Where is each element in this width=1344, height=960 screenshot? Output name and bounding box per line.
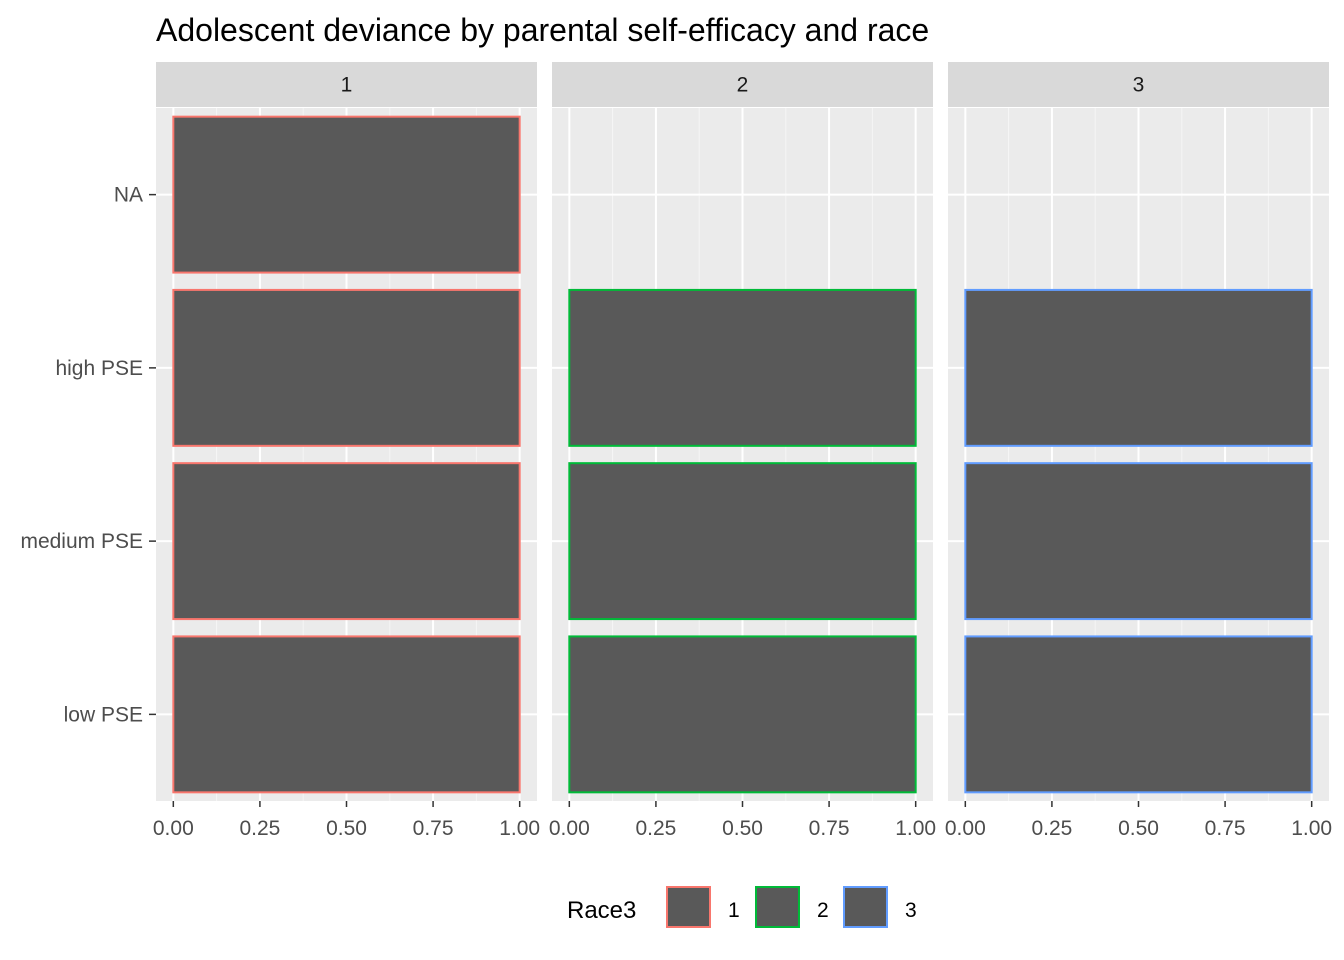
y-tick-label: medium PSE xyxy=(20,530,143,553)
legend-label-2: 2 xyxy=(817,899,829,922)
bar-2-medium-pse xyxy=(568,462,917,621)
x-tick-label: 0.25 xyxy=(1031,817,1072,840)
facet-strip-label: 3 xyxy=(1133,74,1145,97)
bar-1-low-pse xyxy=(172,635,521,794)
bar-1-high-pse xyxy=(172,288,521,447)
legend-key-2 xyxy=(755,886,800,928)
facet-panel-1: 1 0.00 0.25 0.50 0.75 1.00 xyxy=(153,62,540,840)
x-tick-label: 1.00 xyxy=(895,817,936,840)
x-tick-label: 1.00 xyxy=(499,817,540,840)
facet-strip-label: 1 xyxy=(341,74,353,97)
x-tick-label: 0.00 xyxy=(153,817,194,840)
legend-key-3 xyxy=(843,886,888,928)
x-tick-label: 0.25 xyxy=(239,817,280,840)
x-tick-label: 0.00 xyxy=(549,817,590,840)
y-tick-label: NA xyxy=(114,184,143,207)
y-axis: NA high PSE medium PSE low PSE xyxy=(20,184,156,726)
legend-key-1 xyxy=(666,886,711,928)
x-tick-label: 0.50 xyxy=(326,817,367,840)
x-tick-label: 0.75 xyxy=(413,817,454,840)
bar-3-medium-pse xyxy=(964,462,1313,621)
facet-strip-label: 2 xyxy=(737,74,749,97)
y-tick-label: low PSE xyxy=(64,703,143,726)
bar-3-low-pse xyxy=(964,635,1313,794)
x-tick-label: 0.75 xyxy=(1205,817,1246,840)
facet-strip xyxy=(156,62,537,107)
facet-strip xyxy=(948,62,1329,107)
bar-1-na xyxy=(172,115,521,274)
facet-panel-2: 2 0.00 0.25 0.50 0.75 1.00 xyxy=(549,62,936,840)
x-tick-label: 0.50 xyxy=(722,817,763,840)
facet-panels: 1 0.00 0.25 0.50 0.75 1.00 2 0.00 0.25 0.50 0.75 1.… xyxy=(153,62,1332,840)
x-tick-label: 0.25 xyxy=(635,817,676,840)
x-tick-label: 0.75 xyxy=(809,817,850,840)
facet-panel-3: 3 0.00 0.25 0.50 0.75 1.00 xyxy=(945,62,1332,840)
x-tick-label: 1.00 xyxy=(1291,817,1332,840)
legend: Race3 1 2 3 xyxy=(567,886,917,928)
x-tick-label: 0.00 xyxy=(945,817,986,840)
legend-label-3: 3 xyxy=(905,899,917,922)
chart-title: Adolescent deviance by parental self-eff… xyxy=(156,12,929,48)
x-tick-label: 0.50 xyxy=(1118,817,1159,840)
legend-title: Race3 xyxy=(567,897,636,924)
bar-2-high-pse xyxy=(568,288,917,447)
bar-2-low-pse xyxy=(568,635,917,794)
bar-1-medium-pse xyxy=(172,462,521,621)
bar-3-high-pse xyxy=(964,288,1313,447)
legend-label-1: 1 xyxy=(728,899,740,922)
y-tick-label: high PSE xyxy=(55,357,143,380)
facet-strip xyxy=(552,62,933,107)
